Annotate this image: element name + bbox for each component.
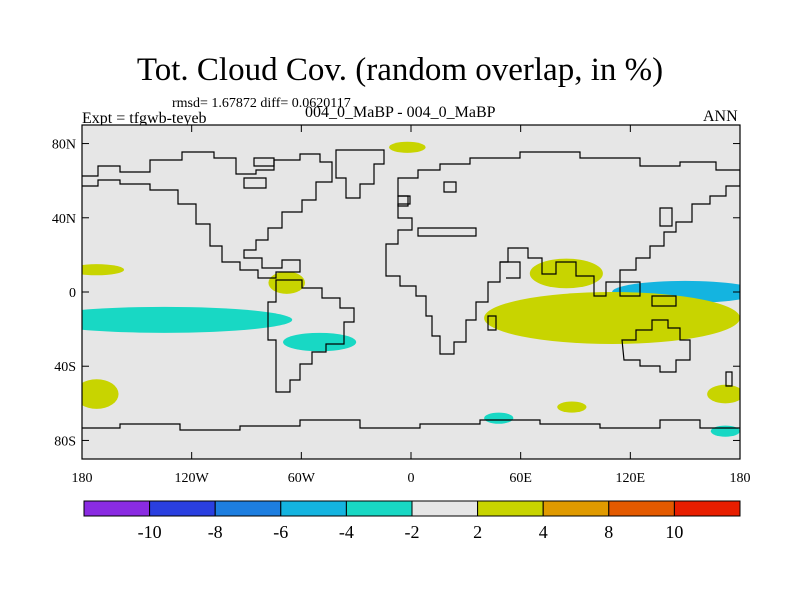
colorbar-label: -10 xyxy=(138,522,162,542)
coastlines xyxy=(82,149,740,431)
arctic-island-outline xyxy=(243,177,267,189)
maritime-continent-outline xyxy=(619,281,641,297)
anomaly-patch xyxy=(654,284,698,296)
anomaly-patch xyxy=(557,401,587,413)
colorbar-swatch xyxy=(149,500,216,517)
axis-ticks: 80N 40N 0 40S 80S 180 120W 60W 0 60E 120E 180 xyxy=(52,125,751,486)
colorbar-swatch xyxy=(542,500,610,517)
season-label: ANN xyxy=(703,108,738,125)
lon-tick-label: 180 xyxy=(730,471,751,486)
anomaly-patch xyxy=(82,306,293,333)
anomaly-patch xyxy=(484,292,740,344)
japan-outline xyxy=(659,207,673,227)
colorbar-label: 4 xyxy=(539,522,548,542)
colorbar-swatch xyxy=(280,500,347,517)
anomaly-patch xyxy=(707,384,740,404)
lon-tick-label: 120E xyxy=(616,471,646,486)
lat-tick-label: 0 xyxy=(69,286,76,301)
north-america-outline xyxy=(82,151,333,279)
colorbar-label: -4 xyxy=(339,522,354,542)
british-isles-outline xyxy=(397,195,409,207)
anomaly-patch xyxy=(268,271,305,294)
eurasia-africa-outline xyxy=(385,151,740,355)
cases-label: 004_0_MaBP - 004_0_MaBP xyxy=(305,104,496,121)
colorbar: -10 -8 -6 -4 -2 2 4 8 10 xyxy=(83,500,741,542)
anomaly-patch xyxy=(82,379,119,409)
colorbar-label: -2 xyxy=(405,522,420,542)
anomaly-patch xyxy=(82,264,125,276)
lon-tick-label: 180 xyxy=(72,471,93,486)
lat-tick-label: 80S xyxy=(54,434,76,449)
colorbar-label: 10 xyxy=(665,522,683,542)
stats-text: rmsd= 1.67872 diff= 0.0620117 xyxy=(172,96,351,111)
colorbar-swatch xyxy=(83,500,151,517)
anomaly-patch xyxy=(484,412,514,424)
lon-tick-label: 60E xyxy=(509,471,532,486)
lon-tick-label: 0 xyxy=(408,471,415,486)
map-title: Tot. Cloud Cov. (random overlap, in %) xyxy=(136,52,664,88)
inland-sea-outline xyxy=(417,227,477,237)
lat-tick-label: 80N xyxy=(52,138,76,153)
svalbard-outline xyxy=(443,181,457,193)
antarctica-outline xyxy=(82,419,740,431)
colorbar-label: 2 xyxy=(473,522,482,542)
anomaly-patch xyxy=(389,141,426,153)
colorbar-label: -8 xyxy=(208,522,223,542)
anomaly-patch xyxy=(529,258,603,289)
australia-outline xyxy=(621,319,691,373)
colorbar-swatch xyxy=(477,500,544,517)
maritime-continent-outline xyxy=(651,295,677,307)
lat-tick-label: 40N xyxy=(52,212,76,227)
anomaly-patch xyxy=(710,425,740,437)
anomaly-patch xyxy=(283,332,357,352)
colorbar-swatch xyxy=(673,500,741,517)
colorbar-swatch xyxy=(345,500,413,517)
arctic-island-outline xyxy=(253,157,275,167)
colorbar-label: -6 xyxy=(273,522,288,542)
colorbar-label: 8 xyxy=(604,522,613,542)
colorbar-swatch xyxy=(411,500,479,517)
south-america-outline xyxy=(267,279,355,393)
lon-tick-label: 60W xyxy=(288,471,316,486)
colorbar-swatch xyxy=(608,500,675,517)
arabia-outline xyxy=(500,261,521,279)
experiment-label: Expt = tfgwb-teyeb xyxy=(82,110,207,127)
greenland-outline xyxy=(335,149,385,199)
colorbar-swatch xyxy=(214,500,282,517)
lat-tick-label: 40S xyxy=(54,360,76,375)
madagascar-outline xyxy=(487,315,497,331)
lon-tick-label: 120W xyxy=(175,471,210,486)
new-zealand-outline xyxy=(725,371,733,387)
